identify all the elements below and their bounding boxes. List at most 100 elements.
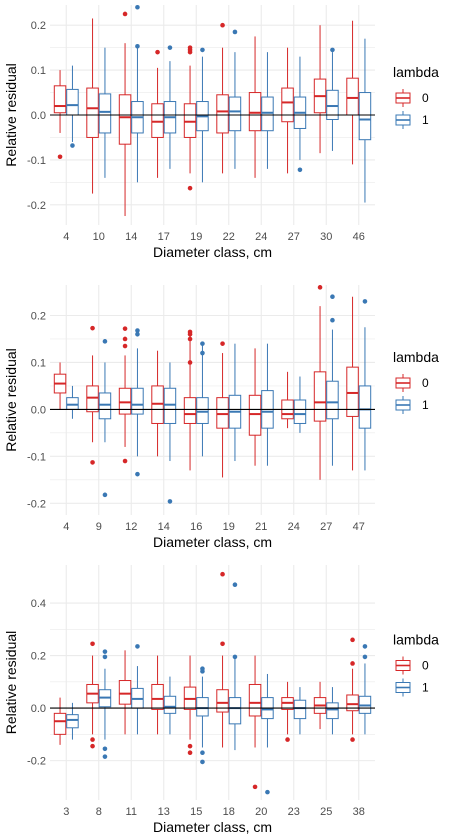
box-lambda-1-4 [66,385,79,419]
box-lambda-0-14 [151,350,164,457]
outlier-point [330,294,335,300]
y-tick-label: -0.2 [27,498,46,510]
outlier-point [362,644,368,649]
box-lambda-0-19 [216,341,229,478]
box-iqr [293,699,307,720]
box-iqr [163,695,177,714]
box-lambda-0-8 [86,641,99,749]
box-iqr [358,385,372,429]
outlier-point [285,737,290,742]
legend-label-1: 1 [422,113,429,127]
outlier-point [102,339,108,344]
box-lambda-0-17 [151,49,164,178]
legend-label-0: 0 [422,659,429,673]
box-lambda-1-10 [98,47,112,178]
box-lambda-1-22 [228,29,242,169]
box-lambda-1-3 [66,702,79,740]
chart-panel-2: -0.2 -0.1 0.0 0.1 0.2 4 9 12 14 16 19 21 24 27 47 Diame… [3,285,439,550]
legend: lambda 0 1 [393,349,439,414]
outlier-point [135,44,140,49]
outlier-point [102,754,108,759]
outlier-point [252,784,258,790]
box-lambda-0-19 [183,45,197,191]
box-lambda-0-3 [53,697,67,745]
y-tick-label: 0.0 [31,404,46,416]
outlier-point [187,329,193,335]
box-lambda-1-25 [326,687,339,735]
outlier-point [122,11,128,17]
legend-title: lambda [393,64,439,80]
box-lambda-0-25 [313,681,327,730]
outlier-point [362,299,368,304]
outlier-point [350,637,355,643]
box-iqr [86,87,99,138]
x-axis-title: Diameter class, cm [153,819,272,835]
box-lambda-1-4 [66,65,79,148]
outlier-point [135,328,140,333]
box-iqr [248,683,262,717]
legend-key-lambda-1 [395,396,411,414]
outlier-point [122,336,128,342]
outlier-point [135,471,140,477]
x-tick-label: 11 [126,806,137,818]
box-lambda-0-18 [216,571,229,748]
box-iqr [326,380,339,420]
box-lambda-0-21 [248,348,262,466]
box-lambda-0-12 [118,326,132,464]
box-lambda-0-46 [346,20,359,165]
outlier-point [200,759,205,765]
box-lambda-1-14 [131,4,144,183]
outlier-point [102,649,108,654]
y-tick-label: 0.0 [31,703,46,715]
box-iqr [66,714,79,729]
y-axis-title: Relative residual [3,348,19,452]
outlier-point [70,143,75,148]
x-tick-label: 10 [93,231,105,243]
outlier-point [135,4,140,10]
outlier-point [330,47,335,53]
x-axis-title: Diameter class, cm [153,244,272,260]
box-iqr [346,77,359,116]
outlier-point [297,167,303,173]
box-iqr [196,397,209,424]
box-lambda-0-13 [151,655,164,735]
outlier-point [167,45,173,50]
box-iqr [183,397,197,424]
box-iqr [228,96,242,132]
legend: lambda 0 1 [393,632,439,697]
outlier-point [232,582,238,587]
outlier-point [135,644,140,649]
x-tick-label: 13 [158,806,170,818]
box-lambda-1-24 [293,376,307,433]
outlier-point [122,458,128,464]
box-lambda-1-47 [358,299,372,471]
box-lambda-1-38 [358,644,372,735]
outlier-point [90,743,95,749]
y-axis-title: Relative residual [3,631,19,735]
box-lambda-1-46 [358,38,372,203]
box-lambda-0-16 [183,329,197,471]
x-tick-label: 8 [96,806,102,818]
box-iqr [228,697,242,725]
outlier-point [90,737,95,742]
x-tick-label: 24 [288,521,300,533]
box-lambda-0-30 [313,25,327,154]
outlier-point [57,154,63,160]
y-tick-label: -0.1 [27,451,46,463]
outlier-point [350,661,355,666]
outlier-point [90,460,95,465]
legend-label-0: 0 [422,91,429,105]
box-iqr [66,397,79,410]
outlier-point [187,750,193,756]
box-lambda-1-9 [98,339,112,498]
outlier-point [265,789,270,795]
box-iqr [86,385,99,413]
box-iqr [293,399,307,424]
x-tick-label: 4 [63,521,69,533]
box-iqr [313,371,327,422]
outlier-point [200,341,205,346]
box-lambda-0-27 [313,285,327,480]
box-lambda-1-12 [131,328,144,477]
x-tick-label: 15 [190,806,202,818]
